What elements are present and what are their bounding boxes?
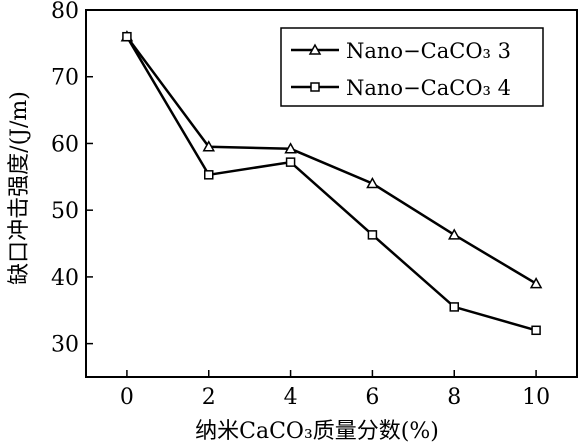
y-tick-label: 40 — [51, 266, 79, 291]
legend-marker — [310, 82, 320, 92]
data-point — [447, 228, 461, 240]
x-tick-label: 0 — [120, 385, 134, 410]
data-point — [285, 157, 296, 167]
data-point — [204, 170, 214, 180]
y-tick-label: 30 — [51, 333, 79, 358]
legend-marker — [308, 43, 322, 55]
x-tick-label: 4 — [284, 385, 298, 410]
data-point — [122, 31, 132, 42]
series-line — [125, 35, 537, 285]
legend: Nano−CaCO₃ 3 Nano−CaCO₃ 4 — [280, 27, 544, 107]
y-tick-label: 60 — [51, 132, 79, 157]
x-tick-label: 8 — [447, 385, 461, 410]
series-2 — [122, 31, 541, 336]
series-line — [125, 36, 537, 332]
legend-label: Nano−CaCO₃ 3 — [346, 39, 511, 63]
data-point — [366, 176, 379, 189]
series-layer — [120, 30, 543, 336]
tick-marks — [86, 9, 537, 377]
y-tick-label: 70 — [51, 66, 79, 91]
legend-item: Nano−CaCO₃ 3 — [291, 39, 511, 63]
y-tick-label: 80 — [51, 0, 79, 24]
y-axis-title: 缺口冲击强度/(J/m) — [7, 91, 32, 285]
x-tick-label: 10 — [522, 385, 550, 410]
legend-items: Nano−CaCO₃ 3 Nano−CaCO₃ 4 — [291, 39, 511, 100]
data-point — [531, 325, 541, 336]
y-tick-label: 50 — [51, 199, 79, 224]
data-point — [449, 302, 459, 312]
legend-label: Nano−CaCO₃ 4 — [346, 76, 511, 100]
data-point — [367, 230, 378, 240]
data-point — [202, 140, 216, 152]
data-point — [284, 142, 297, 154]
legend-box — [280, 27, 544, 107]
data-point — [529, 277, 543, 289]
x-tick-label: 6 — [365, 385, 379, 410]
x-tick-label: 2 — [202, 385, 216, 410]
legend-item: Nano−CaCO₃ 4 — [291, 76, 511, 100]
plot-frame — [85, 9, 578, 378]
x-axis-title: 纳米CaCO₃质量分数(%) — [195, 419, 439, 444]
tick-labels: 0 2 4 6 8 10 30 40 50 60 70 80 — [51, 0, 550, 410]
